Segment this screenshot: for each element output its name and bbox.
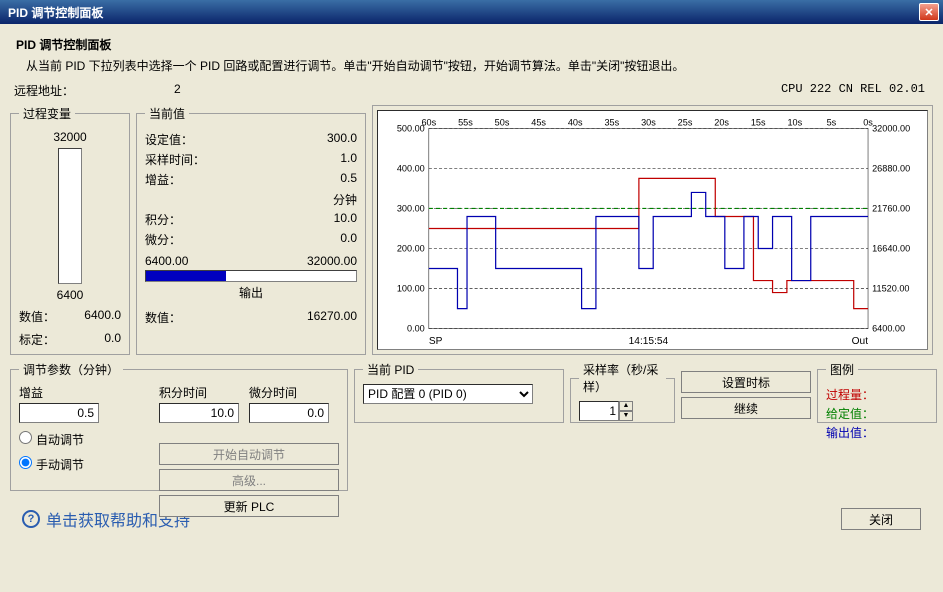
output-label: 输出: [145, 284, 357, 301]
pid-select[interactable]: PID 配置 0 (PID 0): [363, 384, 533, 404]
pid-legend: 当前 PID: [363, 361, 418, 378]
tune-params-group: 调节参数（分钟） 增益 自动调节 手动调节: [10, 361, 348, 491]
legend-out: 输出值：: [826, 424, 928, 441]
trend-chart: 60s55s50s45s40s35s30s25s20s15s10s5s0s500…: [377, 110, 928, 350]
integral-label: 积分时间: [159, 384, 239, 401]
svg-text:25s: 25s: [678, 117, 693, 127]
manual-tune-radio-label[interactable]: 手动调节: [19, 458, 84, 472]
remote-address-label: 远程地址：: [14, 82, 74, 99]
window-title: PID 调节控制面板: [4, 4, 919, 21]
current-legend: 当前值: [145, 105, 189, 122]
svg-text:50s: 50s: [495, 117, 510, 127]
cpu-model: CPU 222 CN REL 02.01: [781, 82, 925, 99]
chart-legend-group: 图例 过程量： 给定值： 输出值：: [817, 361, 937, 423]
svg-text:20s: 20s: [714, 117, 729, 127]
minute-label: 分钟: [333, 191, 357, 208]
svg-text:16640.00: 16640.00: [872, 244, 910, 254]
svg-text:26880.00: 26880.00: [872, 163, 910, 173]
gain-label: 增益: [19, 384, 99, 401]
svg-text:11520.00: 11520.00: [872, 284, 909, 294]
svg-text:55s: 55s: [458, 117, 473, 127]
continue-button[interactable]: 继续: [681, 397, 811, 419]
legend-title: 图例: [826, 361, 858, 378]
output-value-label: 数值：: [145, 309, 181, 326]
pv-calib-label: 标定：: [19, 331, 55, 348]
tune-legend: 调节参数（分钟）: [19, 361, 123, 378]
svg-text:5s: 5s: [827, 117, 837, 127]
update-plc-button[interactable]: 更新 PLC: [159, 495, 339, 517]
pv-value: 6400.0: [84, 308, 121, 325]
remote-address-value: 2: [174, 82, 181, 99]
rate-down-button[interactable]: ▼: [619, 411, 633, 421]
svg-text:40s: 40s: [568, 117, 583, 127]
svg-text:500.00: 500.00: [397, 123, 425, 133]
rate-legend: 采样率（秒/采样）: [579, 361, 666, 395]
manual-tune-radio[interactable]: [19, 456, 32, 469]
panel-description: 从当前 PID 下拉列表中选择一个 PID 回路或配置进行调节。单击"开始自动调…: [26, 57, 933, 74]
rate-up-button[interactable]: ▲: [619, 401, 633, 411]
derivative-input[interactable]: [249, 403, 329, 423]
legend-pv: 过程量：: [826, 386, 928, 403]
advanced-button[interactable]: 高级...: [159, 469, 339, 491]
gain-input[interactable]: [19, 403, 99, 423]
svg-text:300.00: 300.00: [397, 203, 425, 213]
pv-bar: [58, 148, 82, 284]
svg-text:100.00: 100.00: [397, 284, 425, 294]
chart-container: 60s55s50s45s40s35s30s25s20s15s10s5s0s500…: [372, 105, 933, 355]
current-values-group: 当前值 设定值：300.0采样时间：1.0增益：0.5 分钟 积分：10.0微分…: [136, 105, 366, 355]
close-icon[interactable]: ✕: [919, 3, 939, 21]
svg-text:SP: SP: [429, 336, 443, 347]
pv-scale-min: 6400: [57, 288, 84, 302]
output-bar-fill: [146, 271, 226, 281]
close-button[interactable]: 关闭: [841, 508, 921, 530]
svg-text:35s: 35s: [604, 117, 619, 127]
svg-text:0.00: 0.00: [407, 324, 425, 334]
start-autotune-button[interactable]: 开始自动调节: [159, 443, 339, 465]
sample-rate-group: 采样率（秒/采样） ▲ ▼: [570, 361, 675, 423]
legend-sp: 给定值：: [826, 405, 928, 422]
svg-text:21760.00: 21760.00: [872, 203, 910, 213]
svg-text:200.00: 200.00: [397, 244, 425, 254]
svg-text:15s: 15s: [751, 117, 766, 127]
panel-title: PID 调节控制面板: [16, 36, 933, 53]
out-max: 32000.00: [307, 254, 357, 268]
output-value: 16270.00: [307, 309, 357, 326]
svg-text:45s: 45s: [531, 117, 546, 127]
current-pid-group: 当前 PID PID 配置 0 (PID 0): [354, 361, 564, 423]
pv-scale-max: 32000: [53, 130, 86, 144]
set-timescale-button[interactable]: 设置时标: [681, 371, 811, 393]
out-min: 6400.00: [145, 254, 188, 268]
svg-text:Out: Out: [852, 336, 869, 347]
auto-tune-radio-label[interactable]: 自动调节: [19, 433, 84, 447]
svg-text:10s: 10s: [787, 117, 802, 127]
process-variable-group: 过程变量 32000 6400 数值： 6400.0 标定： 0.0: [10, 105, 130, 355]
svg-text:400.00: 400.00: [397, 163, 425, 173]
integral-input[interactable]: [159, 403, 239, 423]
output-bar: [145, 270, 357, 282]
pv-calib: 0.0: [104, 331, 121, 348]
svg-text:32000.00: 32000.00: [872, 123, 910, 133]
pv-legend: 过程变量: [19, 105, 75, 122]
auto-tune-radio[interactable]: [19, 431, 32, 444]
svg-text:30s: 30s: [641, 117, 656, 127]
pv-value-label: 数值：: [19, 308, 55, 325]
svg-text:6400.00: 6400.00: [872, 324, 905, 334]
rate-input[interactable]: [579, 401, 619, 421]
derivative-label: 微分时间: [249, 384, 329, 401]
svg-text:14:15:54: 14:15:54: [629, 336, 669, 347]
